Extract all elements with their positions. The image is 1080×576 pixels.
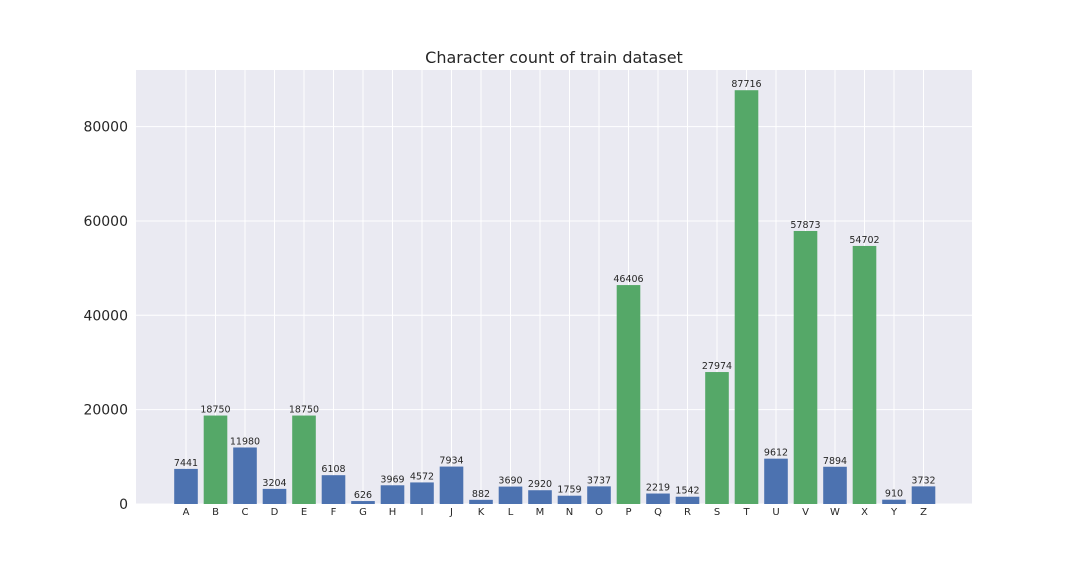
data-label: 7894	[823, 456, 847, 467]
x-tick-label: H	[389, 507, 397, 518]
bar-n	[557, 495, 582, 504]
bar-z	[911, 486, 936, 504]
bar-w	[823, 466, 847, 504]
y-tick-label: 0	[119, 497, 128, 513]
data-label: 7934	[439, 456, 463, 467]
bar-u	[764, 458, 788, 504]
data-label: 3732	[911, 475, 935, 486]
data-label: 882	[472, 489, 490, 500]
x-tick-label: N	[566, 507, 573, 518]
x-tick-label: O	[595, 507, 603, 518]
x-tick-label: S	[714, 507, 720, 518]
bar-y	[882, 499, 906, 504]
bar-q	[646, 493, 670, 504]
bars	[174, 90, 936, 505]
data-label: 1759	[557, 485, 581, 496]
data-label: 6108	[321, 464, 345, 475]
plot-area	[136, 70, 972, 504]
bar-i	[410, 482, 434, 504]
x-tick-label: Y	[890, 507, 898, 518]
bar-p	[616, 285, 641, 504]
bar-f	[321, 475, 346, 504]
x-tick-label: E	[301, 507, 307, 518]
data-label: 18750	[200, 405, 230, 416]
data-label: 1542	[675, 486, 699, 497]
bar-m	[528, 490, 552, 504]
data-label: 11980	[230, 436, 260, 447]
bar-c	[233, 447, 257, 504]
x-tick-label: X	[861, 507, 868, 518]
data-label: 87716	[731, 79, 761, 90]
x-tick-label: J	[449, 507, 453, 518]
data-label: 46406	[613, 274, 643, 285]
bar-o	[587, 486, 611, 504]
bar-j	[439, 466, 464, 504]
x-tick-label: G	[359, 507, 367, 518]
y-tick-label: 60000	[83, 214, 128, 230]
data-label: 3690	[498, 476, 522, 487]
bar-s	[705, 372, 729, 504]
data-label: 4572	[410, 471, 434, 482]
data-label: 3969	[380, 474, 404, 485]
x-tick-label: F	[331, 507, 337, 518]
data-label: 910	[885, 489, 903, 500]
x-tick-label: A	[183, 507, 190, 518]
data-label: 2920	[528, 479, 552, 490]
data-label: 3737	[587, 475, 611, 486]
y-axis-ticks: 0 20000 40000 60000 80000	[83, 120, 128, 513]
y-tick-label: 20000	[83, 403, 128, 419]
bar-a	[174, 468, 198, 504]
x-tick-label: M	[536, 507, 545, 518]
x-tick-label: V	[802, 507, 809, 518]
x-tick-label: P	[625, 507, 631, 518]
x-tick-label: K	[478, 507, 485, 518]
y-tick-label: 40000	[83, 308, 128, 324]
bar-v	[793, 230, 818, 505]
bar-k	[469, 499, 493, 504]
bar-l	[498, 486, 523, 504]
x-tick-label: L	[508, 507, 514, 518]
bar-g	[351, 501, 375, 504]
x-tick-label: Q	[654, 507, 662, 518]
bar-h	[380, 485, 405, 504]
data-label: 626	[354, 490, 372, 501]
bar-t	[734, 90, 759, 505]
x-tick-label: U	[772, 507, 779, 518]
bar-x	[852, 245, 877, 504]
x-tick-label: B	[212, 507, 219, 518]
data-label: 54702	[849, 235, 879, 246]
x-axis-ticks: A B C D E F G H I J K L M N O P Q R S T U V W X Y Z	[183, 507, 927, 518]
x-tick-label: I	[421, 507, 424, 518]
bar-b	[203, 415, 228, 504]
data-label: 27974	[702, 361, 732, 372]
x-tick-label: D	[271, 507, 279, 518]
data-label: 7441	[174, 458, 198, 469]
x-tick-label: Z	[920, 507, 927, 518]
chart-title: Character count of train dataset	[425, 48, 683, 67]
x-tick-label: R	[684, 507, 691, 518]
data-labels: 7441 18750 11980 3204 18750 6108 626 3969 4572 79…	[174, 79, 936, 501]
bar-d	[262, 488, 287, 504]
data-label: 2219	[646, 483, 670, 494]
data-label: 3204	[262, 478, 286, 489]
x-tick-label: T	[742, 507, 750, 518]
y-tick-label: 80000	[83, 120, 128, 136]
data-label: 18750	[289, 405, 319, 416]
data-label: 9612	[764, 448, 788, 459]
bar-r	[675, 496, 700, 504]
x-tick-label: W	[830, 507, 840, 518]
data-label: 57873	[790, 220, 820, 231]
bar-e	[292, 415, 316, 504]
x-tick-label: C	[242, 507, 249, 518]
